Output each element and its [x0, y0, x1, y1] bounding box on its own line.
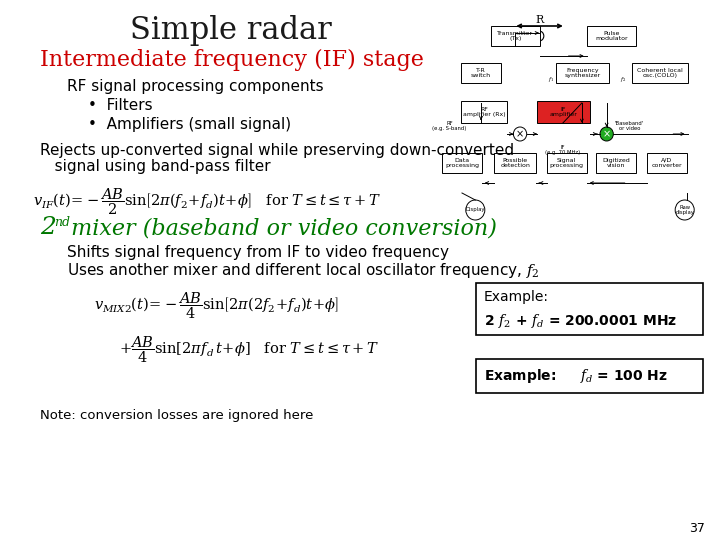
Bar [537, 101, 590, 123]
Text: Shifts signal frequency from IF to video frequency: Shifts signal frequency from IF to video… [67, 245, 449, 260]
Text: 2 $f_2$ + $f_d$ = 200.0001 MHz: 2 $f_2$ + $f_d$ = 200.0001 MHz [484, 312, 677, 330]
Text: $f_2$: $f_2$ [620, 76, 626, 84]
Circle shape [466, 200, 485, 220]
Text: Display: Display [466, 207, 485, 213]
Text: signal using band-pass filter: signal using band-pass filter [40, 159, 271, 174]
Text: Data
processing: Data processing [445, 158, 479, 168]
Text: A/D
converter: A/D converter [652, 158, 682, 168]
Text: nd: nd [54, 215, 70, 228]
Circle shape [600, 127, 613, 141]
Text: Uses another mixer and different local oscillator frequency, $f_2$: Uses another mixer and different local o… [67, 260, 539, 280]
Bar [647, 153, 687, 173]
Text: Rejects up-converted signal while preserving down-converted: Rejects up-converted signal while preser… [40, 143, 515, 158]
Text: $v_{MIX2}(t)\!=\!-\dfrac{AB}{4}\sin\!\left[2\pi(2f_2\!+\!f_d)t\!+\!\phi\right]$: $v_{MIX2}(t)\!=\!-\dfrac{AB}{4}\sin\!\le… [94, 291, 339, 321]
Text: Transmitter
(Tx): Transmitter (Tx) [498, 31, 534, 42]
Text: ×: × [603, 129, 611, 139]
Text: 37: 37 [689, 522, 705, 535]
Bar [461, 63, 501, 83]
Text: Simple radar: Simple radar [130, 15, 332, 45]
Text: RF
(e.g. S-band): RF (e.g. S-band) [433, 120, 467, 131]
Text: 'Baseband'
or video: 'Baseband' or video [615, 120, 644, 131]
Text: •  Filters: • Filters [88, 98, 153, 113]
Text: RF
amplifier (Rx): RF amplifier (Rx) [462, 106, 505, 117]
Text: Raw
display: Raw display [675, 205, 694, 215]
Text: Pulse
modulator: Pulse modulator [595, 31, 628, 42]
Text: Coherent local
osc.(COLO): Coherent local osc.(COLO) [637, 68, 683, 78]
Text: Signal
processing: Signal processing [549, 158, 584, 168]
Text: 2: 2 [40, 217, 56, 240]
Bar [476, 283, 703, 335]
Bar [495, 153, 536, 173]
Text: $+\dfrac{AB}{4}\sin\!\left[2\pi f_d\,t\!+\!\phi\right]$   for $T \leq t \leq \ta: $+\dfrac{AB}{4}\sin\!\left[2\pi f_d\,t\!… [120, 335, 380, 365]
Text: $f_1$: $f_1$ [549, 76, 554, 84]
Text: mixer (baseband or video conversion): mixer (baseband or video conversion) [64, 217, 497, 239]
Bar [557, 63, 608, 83]
Text: Example:: Example: [484, 290, 549, 304]
Text: IF
amplifier: IF amplifier [549, 106, 577, 117]
Circle shape [675, 200, 694, 220]
Text: •  Amplifiers (small signal): • Amplifiers (small signal) [88, 117, 291, 132]
Text: Note: conversion losses are ignored here: Note: conversion losses are ignored here [40, 409, 314, 422]
Bar [632, 63, 688, 83]
Text: $v_{IF}(t)\!=\!-\dfrac{AB}{2}\sin\!\left[2\pi(f_2\!+\!f_d)t\!+\!\phi\right]$   f: $v_{IF}(t)\!=\!-\dfrac{AB}{2}\sin\!\left… [32, 187, 381, 217]
Bar [596, 153, 636, 173]
Bar [587, 26, 636, 46]
Text: Digitized
vision: Digitized vision [603, 158, 630, 168]
Text: T-R
switch: T-R switch [471, 68, 491, 78]
Bar [461, 101, 507, 123]
Bar [490, 26, 540, 46]
Text: RF signal processing components: RF signal processing components [67, 78, 323, 93]
Text: Frequency
synthesizer: Frequency synthesizer [564, 68, 600, 78]
Bar [546, 153, 587, 173]
Bar [442, 153, 482, 173]
Text: R: R [535, 15, 543, 25]
Bar [476, 359, 703, 393]
Circle shape [513, 127, 527, 141]
Circle shape [534, 31, 544, 41]
Text: Example:     $f_d$ = 100 Hz: Example: $f_d$ = 100 Hz [484, 367, 667, 385]
Text: Intermediate frequency (IF) stage: Intermediate frequency (IF) stage [40, 49, 424, 71]
Text: IF
(e.g. 70 MHz): IF (e.g. 70 MHz) [545, 145, 580, 156]
Text: Possible
detection: Possible detection [500, 158, 530, 168]
Text: ×: × [516, 129, 524, 139]
